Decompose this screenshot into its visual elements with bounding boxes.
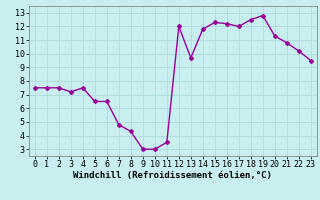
X-axis label: Windchill (Refroidissement éolien,°C): Windchill (Refroidissement éolien,°C) bbox=[73, 171, 272, 180]
